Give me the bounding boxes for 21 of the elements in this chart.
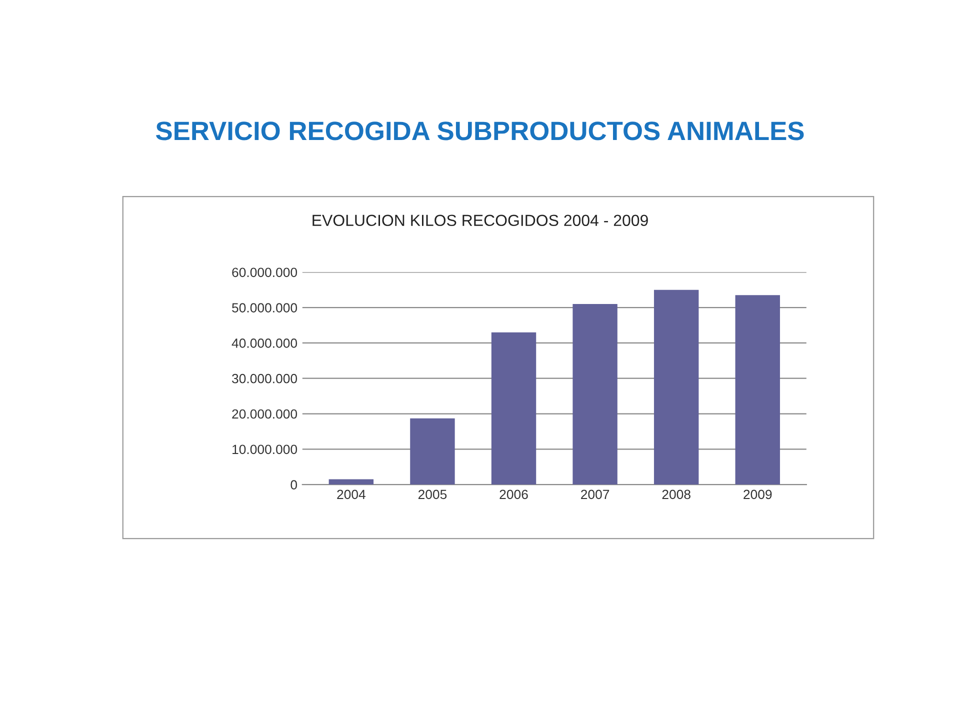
bar (491, 332, 536, 485)
y-tick-label: 40.000.000 (232, 338, 298, 348)
x-tick-label: 2005 (418, 490, 447, 500)
x-tick-label: 2004 (337, 490, 366, 500)
x-tick-label: 2009 (744, 490, 772, 500)
chart-title: SERVICIO RECOGIDA SUBPRODUCTOS ANIMALES (156, 122, 804, 140)
bar (735, 295, 780, 485)
bar (410, 418, 455, 485)
y-tick-label: 20.000.000 (232, 409, 298, 419)
x-tick-label: 2008 (662, 490, 690, 500)
chart-subtitle: EVOLUCION KILOS RECOGIDOS 2004 - 2009 (312, 214, 648, 226)
bar (572, 304, 618, 485)
y-tick-label: 50.000.000 (232, 303, 298, 312)
bar (328, 479, 374, 485)
y-tick-label: 30.000.000 (232, 374, 298, 384)
x-tick-label: 2006 (500, 490, 528, 500)
y-tick-label: 60.000.000 (232, 268, 298, 278)
bar (654, 290, 699, 485)
y-tick-label: 0 (290, 480, 298, 490)
y-tick-label: 10.000.000 (232, 444, 298, 454)
x-tick-label: 2007 (581, 490, 610, 500)
